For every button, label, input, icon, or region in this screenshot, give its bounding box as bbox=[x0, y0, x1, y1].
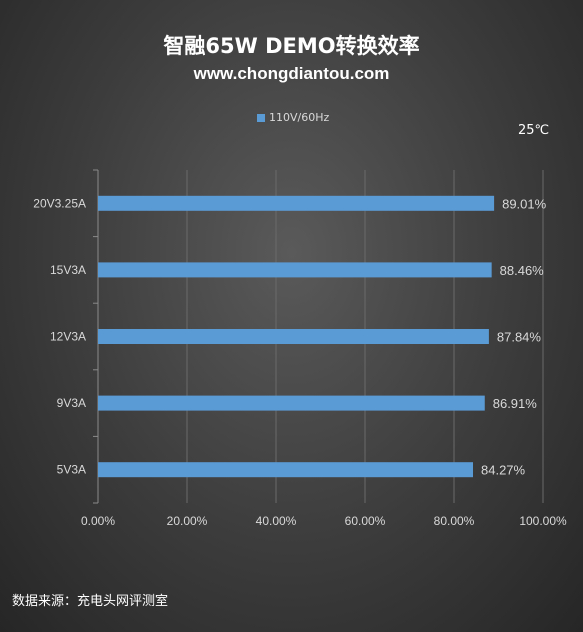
category-label: 5V3A bbox=[57, 463, 86, 477]
x-tick-label: 40.00% bbox=[256, 514, 297, 528]
bar bbox=[98, 195, 495, 211]
x-tick-label: 100.00% bbox=[519, 514, 567, 528]
data-label: 88.46% bbox=[500, 263, 545, 278]
bar bbox=[98, 395, 485, 411]
category-label: 20V3.25A bbox=[33, 196, 86, 210]
chart-legend: 110V/60Hz bbox=[257, 111, 329, 124]
category-label: 9V3A bbox=[57, 396, 86, 410]
data-label: 84.27% bbox=[481, 463, 526, 478]
x-tick-label: 80.00% bbox=[434, 514, 475, 528]
data-label: 87.84% bbox=[497, 330, 542, 345]
bar bbox=[98, 329, 489, 344]
data-label: 86.91% bbox=[493, 396, 538, 411]
x-tick-label: 20.00% bbox=[167, 514, 208, 528]
bar bbox=[98, 462, 474, 478]
temperature-label: 25℃ bbox=[518, 123, 550, 138]
data-label: 89.01% bbox=[502, 196, 547, 211]
chart-subtitle: www.chongdiantou.com bbox=[193, 64, 390, 83]
data-source-footer: 数据来源：充电头网评测室 bbox=[12, 594, 169, 609]
x-tick-label: 60.00% bbox=[345, 514, 386, 528]
x-tick-label: 0.00% bbox=[81, 514, 115, 528]
bar bbox=[98, 262, 492, 278]
chart-title: 智融65W DEMO转换效率 bbox=[163, 34, 420, 58]
category-label: 12V3A bbox=[50, 330, 86, 344]
legend-label: 110V/60Hz bbox=[269, 111, 330, 124]
category-label: 15V3A bbox=[50, 263, 86, 277]
legend-swatch bbox=[257, 113, 265, 122]
